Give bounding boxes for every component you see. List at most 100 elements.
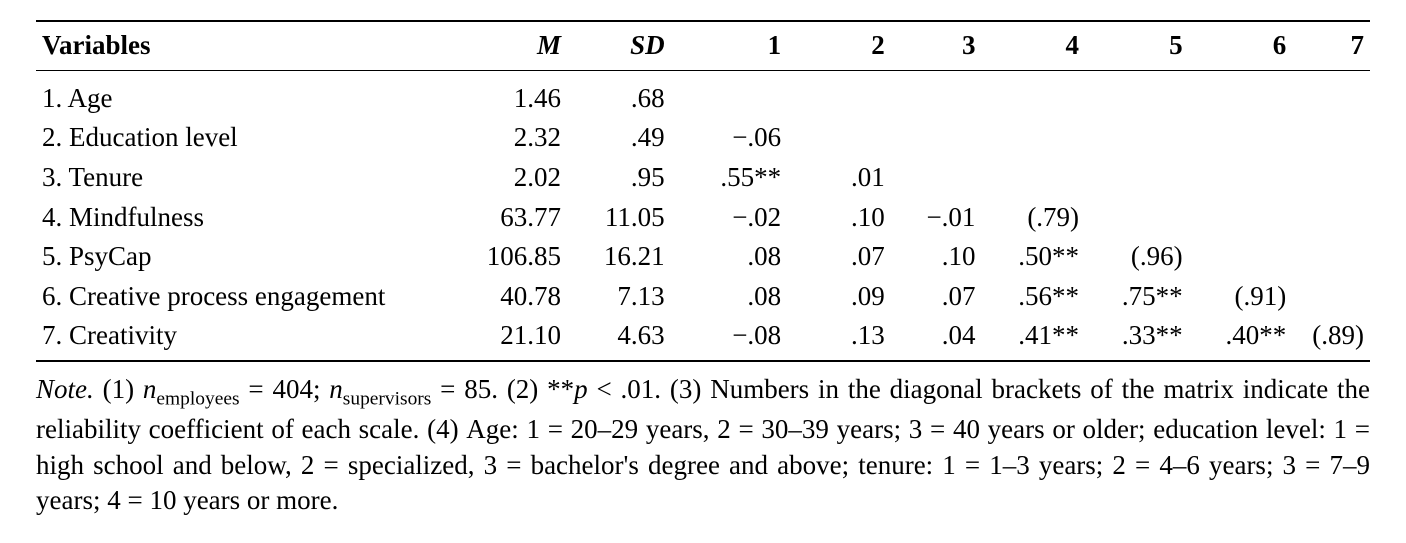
cell-corr: .10: [787, 198, 891, 238]
n-symbol-supervisors: n: [329, 374, 343, 404]
col-mean: M: [450, 21, 567, 70]
cell-corr: .13: [787, 316, 891, 361]
col-variables: Variables: [36, 21, 450, 70]
col-5: 5: [1085, 21, 1189, 70]
cell-mean: 21.10: [450, 316, 567, 361]
cell-sd: 11.05: [567, 198, 671, 238]
cell-corr: .08: [671, 237, 788, 277]
table-row: 3. Tenure2.02.95.55**.01: [36, 158, 1370, 198]
cell-corr: [1085, 158, 1189, 198]
cell-corr: [671, 79, 788, 119]
cell-corr: [891, 118, 982, 158]
cell-corr: [891, 158, 982, 198]
cell-corr: [891, 79, 982, 119]
table-row: 6. Creative process engagement40.787.13.…: [36, 277, 1370, 317]
cell-corr: .56**: [981, 277, 1085, 317]
cell-corr: [1189, 118, 1293, 158]
cell-corr: .09: [787, 277, 891, 317]
cell-mean: 63.77: [450, 198, 567, 238]
cell-corr: .55**: [671, 158, 788, 198]
cell-corr: .40**: [1189, 316, 1293, 361]
figure-container: Variables M SD 1 2 3 4 5 6 7 1. Age1.46.…: [0, 0, 1406, 543]
cell-sd: .95: [567, 158, 671, 198]
cell-corr: .33**: [1085, 316, 1189, 361]
col-4: 4: [981, 21, 1085, 70]
cell-sd: .68: [567, 79, 671, 119]
cell-corr: .08: [671, 277, 788, 317]
cell-mean: 40.78: [450, 277, 567, 317]
cell-corr: .01: [787, 158, 891, 198]
cell-corr: .41**: [981, 316, 1085, 361]
col-1: 1: [671, 21, 788, 70]
cell-corr: .07: [787, 237, 891, 277]
table-header: Variables M SD 1 2 3 4 5 6 7: [36, 21, 1370, 70]
cell-corr: [1292, 158, 1370, 198]
cell-corr: [1292, 118, 1370, 158]
cell-corr: [1189, 158, 1293, 198]
row-variable-name: 5. PsyCap: [36, 237, 450, 277]
cell-corr: [1189, 79, 1293, 119]
row-variable-name: 2. Education level: [36, 118, 450, 158]
cell-corr: [1189, 198, 1293, 238]
cell-corr: (.79): [981, 198, 1085, 238]
row-variable-name: 3. Tenure: [36, 158, 450, 198]
cell-corr: [1085, 198, 1189, 238]
cell-sd: 7.13: [567, 277, 671, 317]
cell-corr: [1292, 198, 1370, 238]
row-variable-name: 1. Age: [36, 79, 450, 119]
cell-corr: [1292, 237, 1370, 277]
cell-mean: 106.85: [450, 237, 567, 277]
cell-corr: [981, 118, 1085, 158]
n-supervisors-value: 85: [464, 374, 491, 404]
cell-corr: .04: [891, 316, 982, 361]
cell-corr: [981, 79, 1085, 119]
row-variable-name: 7. Creativity: [36, 316, 450, 361]
cell-corr: .10: [891, 237, 982, 277]
table-row: 4. Mindfulness63.7711.05−.02.10−.01(.79): [36, 198, 1370, 238]
cell-corr: .07: [891, 277, 982, 317]
n-employees-value: 404: [272, 374, 313, 404]
cell-corr: −.01: [891, 198, 982, 238]
correlation-table: Variables M SD 1 2 3 4 5 6 7 1. Age1.46.…: [36, 20, 1370, 362]
cell-corr: [1189, 237, 1293, 277]
sig-threshold: .01: [621, 374, 655, 404]
cell-mean: 2.32: [450, 118, 567, 158]
table-row: 2. Education level2.32.49−.06: [36, 118, 1370, 158]
cell-sd: 4.63: [567, 316, 671, 361]
table-row: 5. PsyCap106.8516.21.08.07.10.50**(.96): [36, 237, 1370, 277]
col-sd: SD: [567, 21, 671, 70]
cell-corr: .50**: [981, 237, 1085, 277]
row-variable-name: 6. Creative process engagement: [36, 277, 450, 317]
cell-corr: [1292, 277, 1370, 317]
col-3: 3: [891, 21, 982, 70]
cell-mean: 2.02: [450, 158, 567, 198]
cell-corr: (.91): [1189, 277, 1293, 317]
col-6: 6: [1189, 21, 1293, 70]
table-row: 7. Creativity21.104.63−.08.13.04.41**.33…: [36, 316, 1370, 361]
sig-marker: **: [547, 374, 574, 404]
cell-corr: [981, 158, 1085, 198]
n-sub-supervisors: supervisors: [343, 388, 432, 409]
cell-corr: [787, 118, 891, 158]
cell-corr: −.02: [671, 198, 788, 238]
cell-corr: (.96): [1085, 237, 1189, 277]
cell-corr: (.89): [1292, 316, 1370, 361]
n-symbol-employees: n: [143, 374, 157, 404]
cell-corr: [787, 79, 891, 119]
col-7: 7: [1292, 21, 1370, 70]
cell-sd: .49: [567, 118, 671, 158]
cell-corr: [1085, 118, 1189, 158]
table-row: 1. Age1.46.68: [36, 79, 1370, 119]
table-body: 1. Age1.46.682. Education level2.32.49−.…: [36, 70, 1370, 361]
row-variable-name: 4. Mindfulness: [36, 198, 450, 238]
cell-corr: [1292, 79, 1370, 119]
cell-corr: .75**: [1085, 277, 1189, 317]
col-2: 2: [787, 21, 891, 70]
sig-p: p: [574, 374, 588, 404]
cell-corr: −.06: [671, 118, 788, 158]
n-sub-employees: employees: [156, 388, 239, 409]
cell-corr: −.08: [671, 316, 788, 361]
cell-corr: [1085, 79, 1189, 119]
cell-sd: 16.21: [567, 237, 671, 277]
cell-mean: 1.46: [450, 79, 567, 119]
